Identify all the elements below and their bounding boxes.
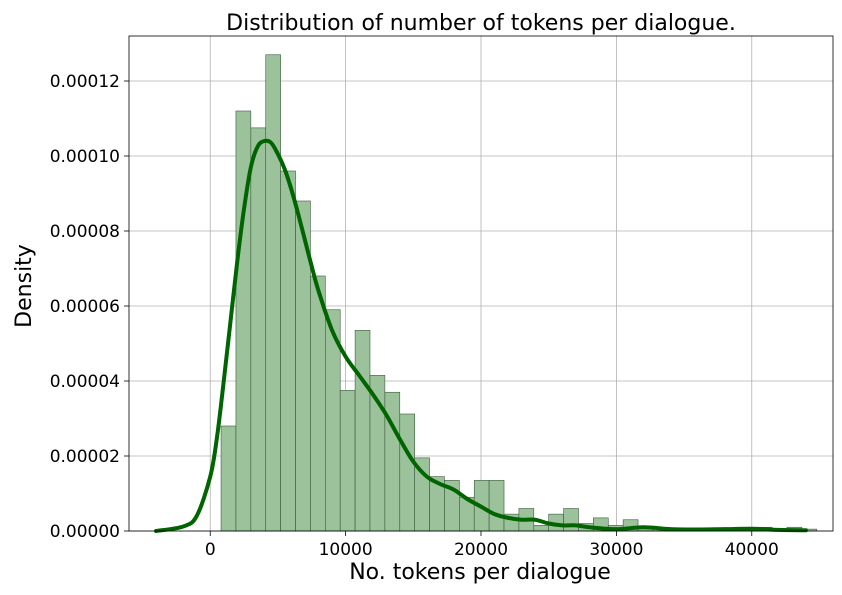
kde-curve-layer: [154, 138, 808, 533]
histogram-bar: [280, 170, 296, 532]
kde-curve: [154, 138, 808, 533]
x-axis-ticks: 0 10000 20000 30000 40000: [205, 531, 779, 560]
histogram-bar: [339, 390, 356, 532]
histogram-bar: [354, 330, 371, 532]
chart-title: Distribution of number of tokens per dia…: [226, 11, 736, 36]
x-tick-label: 20000: [454, 540, 508, 560]
y-tick-label: 0.00000: [50, 522, 120, 542]
histogram-bar: [265, 54, 281, 532]
y-tick-label: 0.00012: [50, 72, 120, 92]
x-tick-label: 30000: [589, 540, 643, 560]
y-tick-label: 0.00008: [50, 222, 120, 242]
histogram-bar: [533, 525, 549, 532]
y-axis-title: Density: [12, 244, 37, 328]
histogram-bar: [250, 127, 267, 532]
histogram-bars: [220, 54, 818, 532]
histogram-bar: [488, 480, 505, 532]
histogram-bar: [399, 413, 415, 532]
y-tick-label: 0.00004: [50, 372, 120, 392]
y-axis-ticks: 0.00000 0.00002 0.00004 0.00006 0.00008 0.000…: [50, 72, 129, 542]
histogram-bar: [563, 508, 579, 532]
histogram-bar: [310, 275, 326, 532]
y-tick-label: 0.00002: [50, 447, 120, 467]
x-tick-label: 10000: [319, 540, 373, 560]
x-axis-title: No. tokens per dialogue: [349, 560, 611, 585]
histogram-bar: [220, 425, 237, 532]
y-tick-label: 0.00010: [50, 147, 120, 167]
x-tick-label: 0: [205, 540, 216, 560]
y-tick-label: 0.00006: [50, 297, 120, 317]
x-tick-label: 40000: [725, 540, 779, 560]
